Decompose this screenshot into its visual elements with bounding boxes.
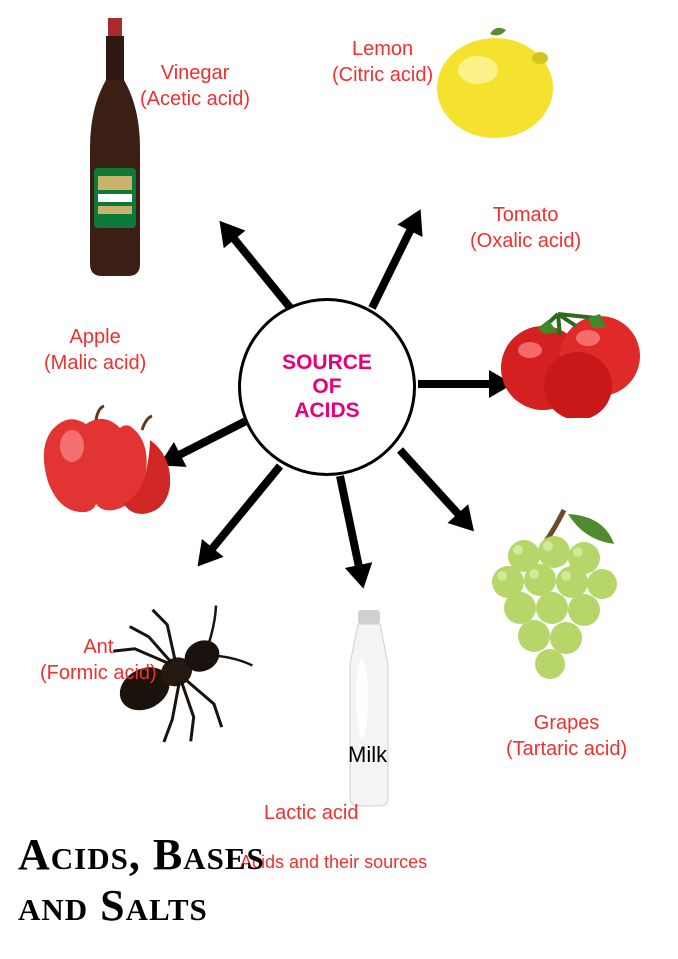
illus-apple xyxy=(30,400,180,520)
label-tomato: Tomato (Oxalic acid) xyxy=(470,202,581,254)
illus-tomato xyxy=(488,288,658,418)
diagram-canvas: SOURCE OF ACIDS xyxy=(0,0,678,959)
center-circle: SOURCE OF ACIDS xyxy=(238,298,416,476)
label-milk: Lactic acid xyxy=(264,800,359,826)
page-title: Acids, Bases and Salts xyxy=(18,830,265,931)
illus-grapes xyxy=(454,500,644,700)
milk-bottle-label: Milk xyxy=(348,742,387,768)
label-lemon: Lemon (Citric acid) xyxy=(332,36,433,88)
label-vinegar: Vinegar (Acetic acid) xyxy=(140,60,250,112)
label-grapes: Grapes (Tartaric acid) xyxy=(506,710,627,762)
illus-milk xyxy=(334,608,404,808)
figure-caption: Acids and their sources xyxy=(240,852,427,873)
illus-vinegar xyxy=(80,18,150,278)
label-ant: Ant (Formic acid) xyxy=(40,634,157,686)
illus-lemon xyxy=(430,18,560,148)
center-circle-text: SOURCE OF ACIDS xyxy=(282,351,372,423)
label-apple: Apple (Malic acid) xyxy=(44,324,146,376)
